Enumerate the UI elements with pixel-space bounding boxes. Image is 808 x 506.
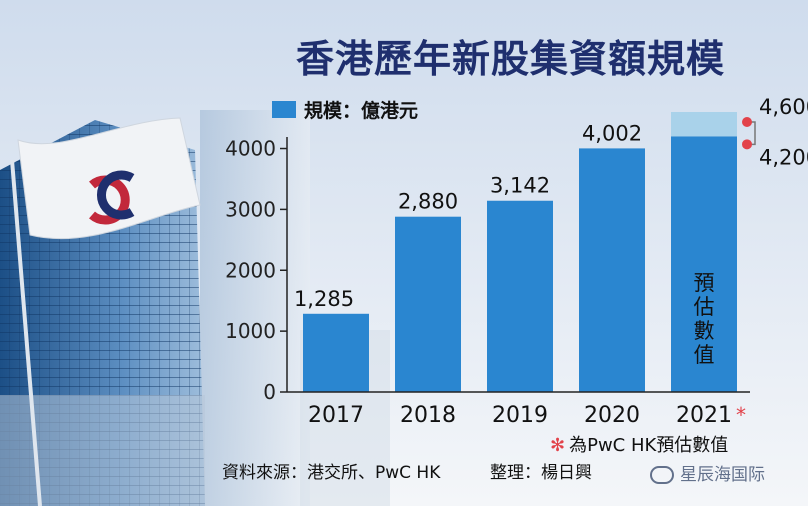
legend: 規模：億港元 [272, 96, 418, 123]
data-label-low: 4,200 [759, 145, 808, 169]
bar-2018 [395, 216, 461, 392]
x-tick-label: 2017 [308, 403, 364, 428]
bar-annotation-char: 值 [694, 343, 715, 367]
y-tick-label: 4000 [225, 137, 276, 161]
editor-credit: 整理：楊日興 [490, 463, 592, 483]
bar-2020 [579, 148, 645, 392]
data-label: 2,880 [398, 190, 458, 214]
bar-annotation-char: 估 [694, 295, 715, 319]
x-tick-label: 2019 [492, 403, 548, 428]
y-tick-label: 1000 [225, 319, 276, 343]
range-low-dot [742, 139, 752, 150]
data-label: 3,142 [490, 174, 550, 198]
legend-label: 規模：億港元 [304, 100, 419, 122]
y-tick-label: 3000 [225, 197, 276, 221]
bar-annotation-char: 數 [694, 319, 715, 343]
footnote-text: 為PwC HK預估數值 [569, 435, 729, 456]
bar-2021 [671, 136, 737, 392]
wechat-icon [650, 466, 674, 484]
footnote-star: ✻ [550, 435, 566, 456]
data-label-high: 4,600 [759, 95, 808, 119]
x-tick-label: 2021 [676, 403, 732, 428]
range-high-dot [742, 117, 752, 127]
x-tick-label: 2020 [584, 403, 640, 428]
bar-annotation-char: 預 [694, 271, 715, 295]
data-label: 1,285 [294, 287, 354, 311]
x-tick-label: 2018 [400, 403, 456, 428]
chart-title: 香港歷年新股集資額規模 [296, 37, 726, 81]
x-tick-asterisk: * [736, 403, 746, 427]
source-credit: 資料來源：港交所、PwC HK [222, 463, 441, 483]
footnote: ✻ 為PwC HK預估數值 [550, 431, 728, 457]
data-label: 4,002 [582, 121, 642, 145]
watermark: 星辰海国际 [650, 460, 765, 485]
watermark-text: 星辰海国际 [680, 465, 765, 485]
bar-2019 [487, 200, 553, 392]
legend-swatch [272, 101, 296, 118]
bar-2017 [303, 313, 369, 392]
y-tick-label: 0 [263, 380, 276, 404]
y-tick-label: 2000 [225, 258, 276, 282]
estimate-range-bar [671, 112, 737, 137]
